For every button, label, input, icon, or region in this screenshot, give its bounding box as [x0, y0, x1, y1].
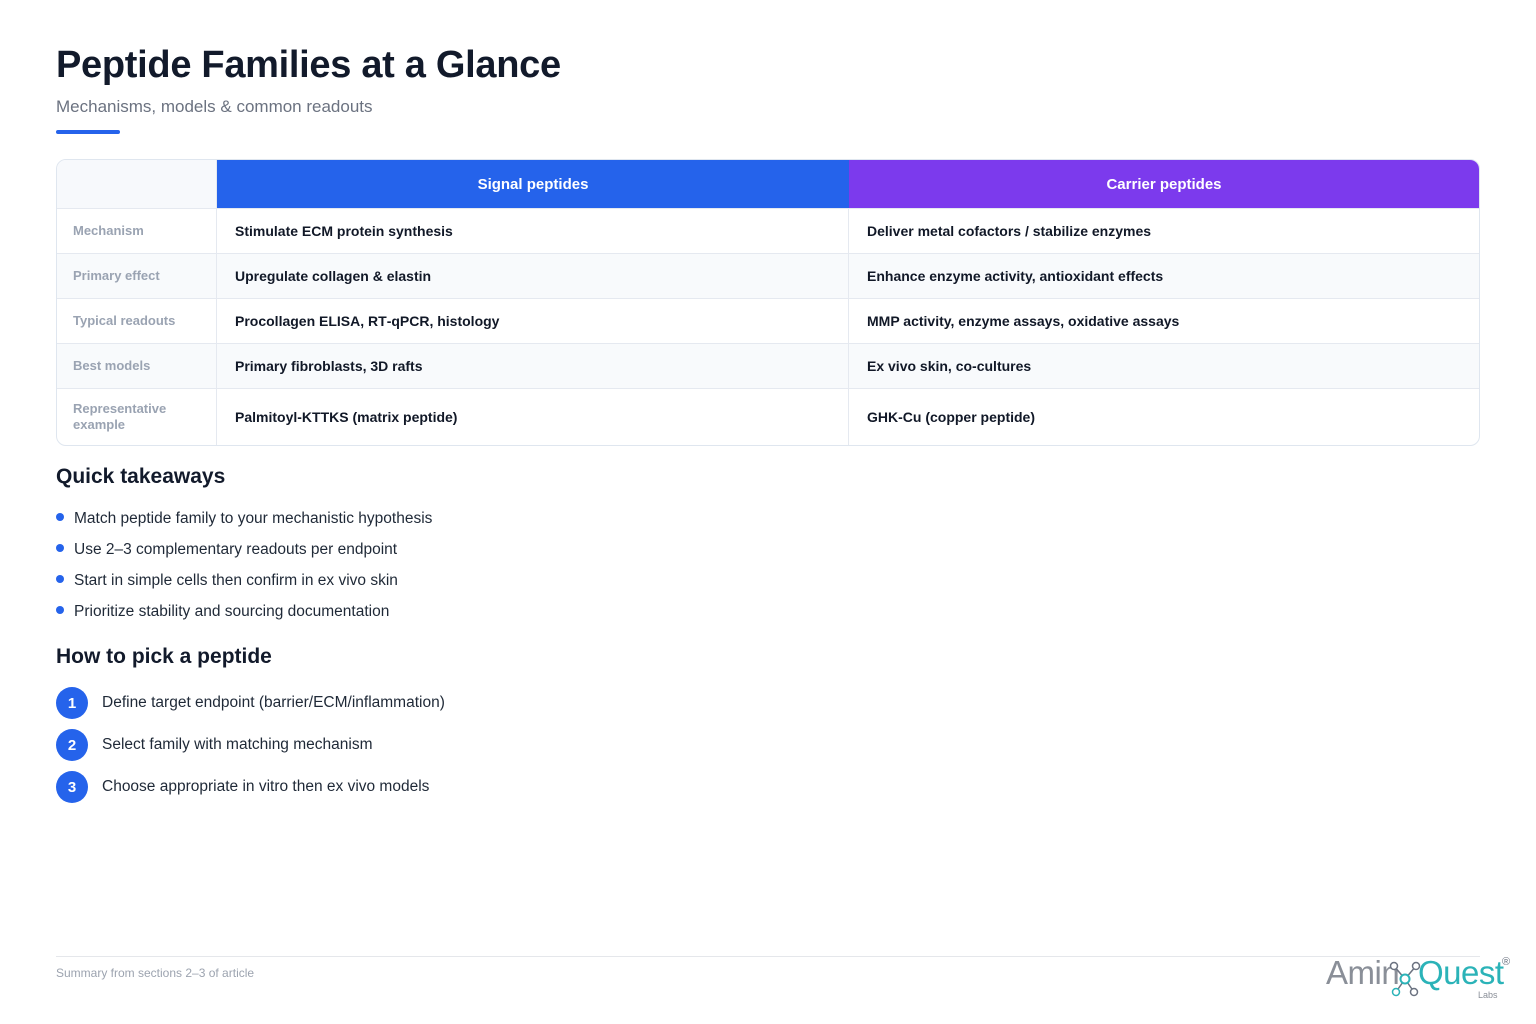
step-item: 1 Define target endpoint (barrier/ECM/in… [56, 682, 445, 724]
signal-cell: Procollagen ELISA, RT‑qPCR, histology [217, 299, 849, 343]
takeaways-heading: Quick takeaways [56, 465, 226, 488]
page-subtitle: Mechanisms, models & common readouts [56, 97, 373, 116]
column-header-carrier: Carrier peptides [849, 160, 1479, 208]
step-number-badge: 2 [56, 729, 88, 761]
list-item-text: Prioritize stability and sourcing docume… [74, 602, 390, 620]
header-corner-cell [57, 160, 217, 208]
list-item: Prioritize stability and sourcing docume… [56, 596, 432, 627]
carrier-cell: GHK‑Cu (copper peptide) [867, 409, 1035, 425]
carrier-cell: Ex vivo skin, co‑cultures [867, 358, 1032, 374]
step-text: Define target endpoint (barrier/ECM/infl… [102, 694, 445, 711]
bullet-dot-icon [56, 543, 64, 552]
page-title: Peptide Families at a Glance [56, 44, 561, 86]
comparison-table: Signal peptides Carrier peptides Mechani… [56, 159, 1480, 446]
list-item-text: Use 2–3 complementary readouts per endpo… [74, 540, 398, 558]
list-item: Start in simple cells then confirm in ex… [56, 565, 432, 596]
row-label: Best models [57, 344, 217, 388]
table-row: Mechanism Stimulate ECM protein synthesi… [57, 208, 1479, 253]
row-label: Typical readouts [57, 299, 217, 343]
carrier-cell: Deliver metal cofactors / stabilize enzy… [867, 223, 1152, 239]
brand-logo: Amin Quest Labs ® [1326, 954, 1516, 1004]
bullet-dot-icon [56, 574, 64, 583]
logo-text-part2: Quest [1418, 954, 1504, 991]
row-label: Primary effect [57, 254, 217, 298]
footer-divider [56, 956, 1480, 957]
step-item: 3 Choose appropriate in vitro then ex vi… [56, 766, 445, 808]
signal-cell: Palmitoyl‑KTTKS (matrix peptide) [217, 389, 849, 445]
column-header-signal: Signal peptides [217, 160, 849, 208]
list-item: Match peptide family to your mechanistic… [56, 503, 432, 534]
carrier-cell: Enhance enzyme activity, antioxidant eff… [867, 268, 1164, 284]
table-header-row: Signal peptides Carrier peptides [57, 160, 1479, 208]
step-number-badge: 1 [56, 687, 88, 719]
row-label: Mechanism [57, 209, 217, 253]
row-label: Representative example [57, 389, 217, 445]
signal-cell: Stimulate ECM protein synthesis [217, 209, 849, 253]
howto-steps: 1 Define target endpoint (barrier/ECM/in… [56, 682, 445, 808]
title-underline [56, 130, 120, 134]
list-item-text: Match peptide family to your mechanistic… [74, 509, 433, 527]
logo-registered-mark: ® [1502, 956, 1511, 968]
table-row: Typical readouts Procollagen ELISA, RT‑q… [57, 298, 1479, 343]
table-row: Representative example Palmitoyl‑KTTKS (… [57, 388, 1479, 445]
howto-heading: How to pick a peptide [56, 645, 272, 668]
carrier-cell: MMP activity, enzyme assays, oxidative a… [867, 313, 1180, 329]
bullet-dot-icon [56, 512, 64, 521]
molecule-icon [1389, 961, 1421, 997]
list-item-text: Start in simple cells then confirm in ex… [74, 571, 398, 589]
step-number-badge: 3 [56, 771, 88, 803]
logo-subtext: Labs [1478, 990, 1498, 1000]
step-text: Select family with matching mechanism [102, 736, 373, 753]
step-item: 2 Select family with matching mechanism [56, 724, 445, 766]
signal-cell: Upregulate collagen & elastin [217, 254, 849, 298]
table-row: Primary effect Upregulate collagen & ela… [57, 253, 1479, 298]
step-text: Choose appropriate in vitro then ex vivo… [102, 778, 430, 795]
logo-text-part1: Amin [1326, 954, 1400, 991]
table-row: Best models Primary fibroblasts, 3D raft… [57, 343, 1479, 388]
bullet-dot-icon [56, 605, 64, 614]
list-item: Use 2–3 complementary readouts per endpo… [56, 534, 432, 565]
signal-cell: Primary fibroblasts, 3D rafts [217, 344, 849, 388]
footer-note: Summary from sections 2–3 of article [56, 966, 255, 980]
takeaways-list: Match peptide family to your mechanistic… [56, 503, 432, 627]
